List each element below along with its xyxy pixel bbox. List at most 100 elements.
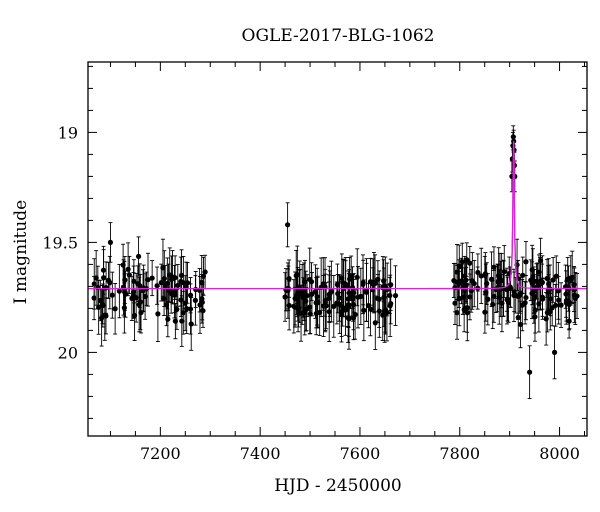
data-point xyxy=(140,287,146,294)
y-axis-label: I magnitude xyxy=(11,200,31,304)
data-point xyxy=(180,280,186,286)
data-point xyxy=(452,300,458,306)
data-point xyxy=(496,294,502,300)
data-point xyxy=(135,281,141,287)
data-point xyxy=(142,293,148,300)
data-point xyxy=(467,260,473,266)
plot-frame xyxy=(87,61,588,437)
data-point xyxy=(129,295,135,302)
axis-ticks: 7200 7400 7600 7800 8000 19 19.5 20 xyxy=(42,62,587,463)
data-point xyxy=(101,275,107,281)
data-point xyxy=(471,280,477,287)
data-point xyxy=(322,297,328,304)
data-point xyxy=(338,309,345,315)
data-point xyxy=(188,321,194,327)
y-tick-label: 19.5 xyxy=(42,233,78,252)
data-point xyxy=(334,300,340,306)
data-point xyxy=(375,295,381,302)
data-point xyxy=(145,277,151,283)
data-point xyxy=(122,289,128,295)
data-point xyxy=(326,309,332,315)
data-point xyxy=(298,310,304,316)
data-point xyxy=(155,311,161,317)
data-point xyxy=(175,282,181,289)
data-point xyxy=(192,297,198,303)
data-point xyxy=(109,292,115,298)
data-point xyxy=(300,294,306,301)
data-point xyxy=(164,280,170,287)
data-point xyxy=(286,302,292,309)
x-axis-label: HJD - 2450000 xyxy=(274,476,402,496)
data-point xyxy=(331,303,337,309)
data-point xyxy=(566,299,573,306)
y-tick-label: 19 xyxy=(58,123,78,142)
data-point xyxy=(527,369,533,375)
data-point xyxy=(551,349,558,355)
data-point xyxy=(293,273,299,279)
data-point xyxy=(361,307,367,313)
data-point xyxy=(302,279,308,285)
plot-marks xyxy=(91,125,580,400)
data-point xyxy=(467,294,473,300)
data-point xyxy=(136,302,142,308)
y-tick-label: 20 xyxy=(58,343,78,362)
data-point xyxy=(312,289,319,295)
data-point xyxy=(553,273,559,279)
data-point xyxy=(307,311,313,317)
data-point xyxy=(307,276,313,283)
data-point xyxy=(107,239,114,245)
data-point xyxy=(539,296,546,302)
data-point xyxy=(197,302,203,308)
data-point xyxy=(187,292,194,298)
data-point xyxy=(456,295,462,302)
data-point xyxy=(569,274,575,280)
data-point xyxy=(303,298,309,304)
x-tick-label: 7600 xyxy=(340,444,381,463)
data-point xyxy=(179,318,185,324)
data-point xyxy=(523,294,529,301)
data-point xyxy=(107,280,113,286)
data-point xyxy=(116,288,122,294)
data-point xyxy=(571,292,577,298)
data-point xyxy=(149,275,155,281)
data-point xyxy=(519,302,525,308)
data-point xyxy=(165,316,171,322)
data-point xyxy=(454,310,460,316)
data-point xyxy=(313,310,319,317)
data-point xyxy=(154,283,160,289)
data-point xyxy=(532,314,538,320)
data-point xyxy=(350,293,356,300)
data-point xyxy=(536,301,542,307)
data-point xyxy=(160,265,166,271)
data-point xyxy=(454,279,460,285)
data-point xyxy=(320,281,326,287)
model-curve-layer xyxy=(88,141,587,290)
data-point xyxy=(505,300,512,306)
data-point xyxy=(462,282,468,288)
data-point xyxy=(530,273,536,280)
data-point xyxy=(496,273,502,279)
data-point xyxy=(131,312,138,319)
model-curve xyxy=(88,146,587,290)
data-point xyxy=(358,293,364,299)
data-point xyxy=(200,308,206,314)
data-point xyxy=(345,302,351,308)
data-point xyxy=(96,304,102,310)
data-point xyxy=(550,277,556,283)
data-point xyxy=(501,269,507,275)
data-point xyxy=(171,292,178,298)
data-point xyxy=(178,272,185,278)
data-point xyxy=(392,293,399,299)
data-point xyxy=(285,222,291,228)
x-tick-label: 8000 xyxy=(539,444,580,463)
x-tick-label: 7800 xyxy=(439,444,480,463)
chart-title: OGLE-2017-BLG-1062 xyxy=(242,26,435,46)
data-point xyxy=(367,306,374,312)
data-point xyxy=(292,295,298,302)
data-point xyxy=(553,302,559,308)
data-point xyxy=(488,276,495,282)
data-point xyxy=(388,300,394,307)
data-point xyxy=(93,275,99,281)
data-point xyxy=(327,291,333,297)
data-point xyxy=(543,316,549,322)
